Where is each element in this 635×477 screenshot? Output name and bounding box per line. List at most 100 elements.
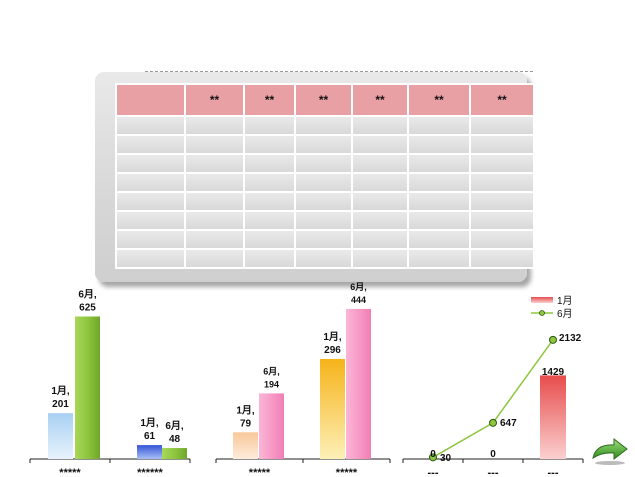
table-row: [115, 210, 535, 231]
table-header-cell: **: [469, 83, 535, 117]
table-cell: [294, 210, 353, 231]
table-cell: [115, 248, 186, 269]
table-cell: [115, 115, 186, 136]
x-tick-label: ******: [137, 467, 163, 477]
line-data-label: 30: [440, 453, 452, 464]
table-cell: [184, 248, 245, 269]
x-tick-label: ---: [428, 467, 439, 477]
x-tick-label: *****: [59, 467, 81, 477]
table-cell: [469, 115, 535, 136]
table-cell: [184, 172, 245, 193]
x-tick-label: *****: [249, 467, 271, 477]
table-cell: [294, 153, 353, 174]
bar: [320, 358, 345, 459]
table-cell: [115, 229, 186, 250]
bar: [259, 393, 284, 459]
table-cell: [407, 191, 471, 212]
table-cell: [294, 115, 353, 136]
table-cell: [351, 153, 409, 174]
bar-data-label: 0: [490, 449, 496, 460]
bar-data-label: 0: [430, 449, 436, 460]
table-row: [115, 172, 535, 193]
bar-data-label: 444: [351, 295, 366, 305]
table-cell: [407, 229, 471, 250]
table-cell: [407, 115, 471, 136]
table-cell: [407, 172, 471, 193]
table-cell: [351, 229, 409, 250]
table-cell: [351, 134, 409, 155]
table-cell: [243, 172, 296, 193]
bar-data-label: 1月,: [140, 417, 159, 429]
table-header-cell: **: [294, 83, 353, 117]
table-cell: [351, 115, 409, 136]
legend-label: 6月: [557, 308, 573, 320]
bar-data-label: 6月,: [263, 366, 280, 376]
table-cell: [294, 172, 353, 193]
table-cell: [184, 115, 245, 136]
x-tick-label: *****: [336, 467, 358, 477]
x-tick-label: ---: [488, 467, 499, 477]
bar: [346, 308, 371, 459]
table-cell: [243, 191, 296, 212]
table-header-cell: **: [351, 83, 409, 117]
table-row: [115, 191, 535, 212]
table-cell: [351, 248, 409, 269]
table-cell: [243, 229, 296, 250]
table-cell: [469, 191, 535, 212]
table-row: [115, 229, 535, 250]
legend-swatch-point: [539, 310, 545, 316]
table-cell: [115, 134, 186, 155]
table-cell: [469, 229, 535, 250]
table-cell: [469, 248, 535, 269]
bar: [137, 445, 162, 459]
table-cell: [407, 134, 471, 155]
bar-data-label: 1月,: [236, 404, 255, 416]
bar-data-label: 296: [324, 345, 341, 356]
bar-data-label: 6月,: [78, 289, 97, 301]
line-point: [429, 453, 437, 462]
table-cell: [115, 191, 186, 212]
table-cell: [184, 134, 245, 155]
table-header-cell: **: [184, 83, 245, 117]
bar-data-label: 194: [264, 379, 279, 389]
table-cell: [184, 153, 245, 174]
bar-data-label: 1月,: [51, 385, 70, 397]
table-row: [115, 115, 535, 136]
table-row: [115, 153, 535, 174]
table-cell: [469, 134, 535, 155]
table-cell: [294, 248, 353, 269]
table-cell: [243, 248, 296, 269]
bar-data-label: 625: [79, 303, 96, 314]
line-series-6月: [432, 339, 554, 458]
line-data-label: 647: [500, 418, 517, 429]
table-cell: [407, 248, 471, 269]
table-cell: [115, 210, 186, 231]
table-cell: [184, 210, 245, 231]
table-cell: [469, 172, 535, 193]
bar: [48, 413, 73, 459]
bar: [540, 375, 566, 459]
table-cell: [115, 153, 186, 174]
table-cell: [351, 191, 409, 212]
table-cell: [469, 153, 535, 174]
legend-label: 1月: [557, 295, 573, 307]
bar-data-label: 61: [144, 431, 156, 442]
table-cell: [351, 210, 409, 231]
bar-data-label: 201: [52, 399, 69, 410]
table-cell: [407, 210, 471, 231]
bar-data-label: 1429: [542, 367, 565, 378]
table-cell: [294, 229, 353, 250]
table-header-cell: **: [243, 83, 296, 117]
table-header-cell: **: [407, 83, 471, 117]
bar-data-label: 6月,: [350, 282, 367, 292]
table-cell: [407, 153, 471, 174]
bar: [75, 316, 100, 459]
next-arrow-icon[interactable]: [590, 436, 630, 466]
table-header-cell: [115, 83, 186, 117]
line-data-label: 2132: [559, 333, 582, 344]
table-row: [115, 248, 535, 269]
table-cell: [184, 229, 245, 250]
line-point: [489, 418, 497, 427]
data-table: ** ** ** ** ** **: [115, 83, 535, 269]
